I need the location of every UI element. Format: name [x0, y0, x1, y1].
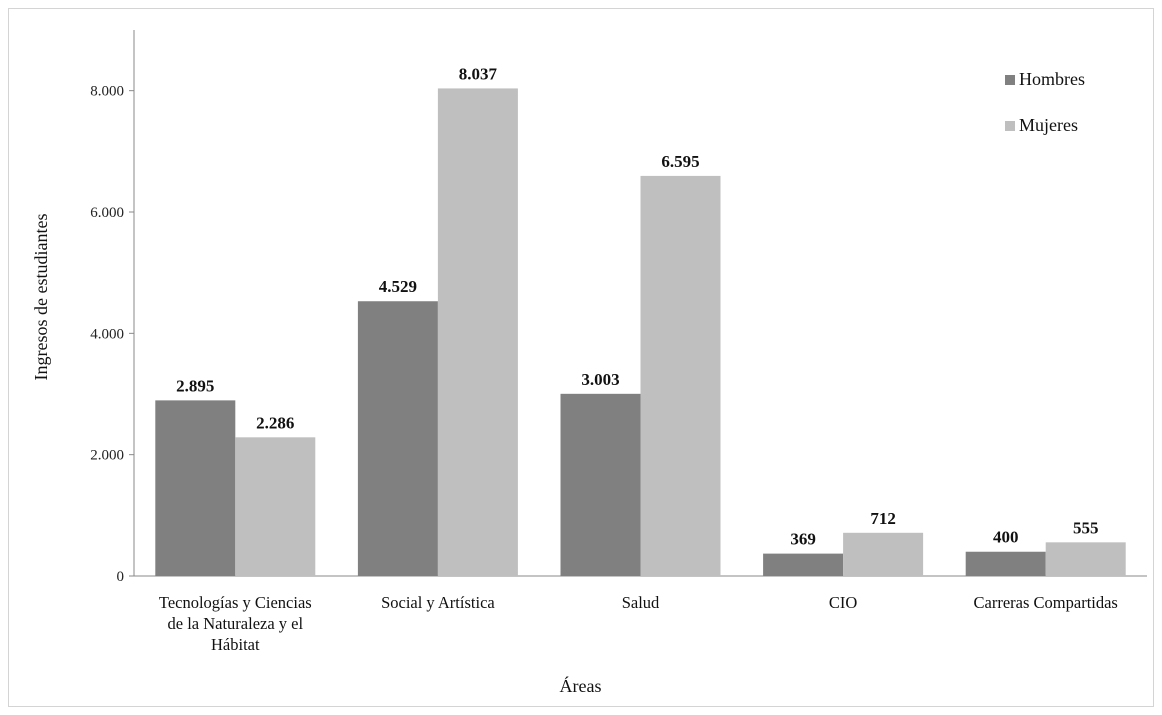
chart-frame: [8, 8, 1154, 707]
data-label: 3.003: [581, 370, 619, 389]
category-label: Tecnologías y Ciencias de la Naturaleza y…: [159, 593, 312, 654]
x-axis-title: Áreas: [560, 675, 602, 696]
bar-hombres: [763, 553, 844, 576]
bar-mujeres: [640, 175, 721, 577]
bar-mujeres: [1045, 542, 1126, 576]
bar-mujeres: [843, 532, 924, 576]
y-tick-label: 6.000: [90, 205, 124, 221]
y-tick-label: 8.000: [90, 84, 124, 100]
category-label: Salud: [622, 593, 660, 612]
y-axis-title: Ingresos de estudiantes: [31, 214, 51, 381]
legend-swatch: [1005, 75, 1015, 85]
category-label: CIO: [829, 593, 858, 612]
data-label: 6.595: [661, 152, 699, 171]
bar-hombres: [357, 301, 438, 576]
legend-label: Hombres: [1019, 69, 1085, 89]
legend-swatch: [1005, 121, 1015, 131]
bar-hombres: [965, 551, 1046, 576]
y-tick-label: 0: [117, 569, 125, 585]
y-tick-label: 2.000: [90, 448, 124, 464]
category-label: Carreras Compartidas: [974, 593, 1118, 612]
bar-hombres: [560, 393, 641, 576]
category-label: Social y Artística: [381, 593, 495, 612]
data-label: 555: [1073, 518, 1099, 537]
bar-mujeres: [235, 437, 316, 576]
data-label: 369: [790, 530, 816, 549]
legend-label: Mujeres: [1019, 115, 1078, 135]
bar-mujeres: [437, 88, 518, 576]
data-label: 2.286: [256, 413, 294, 432]
data-label: 400: [993, 528, 1019, 547]
bar-hombres: [155, 400, 236, 576]
data-label: 712: [870, 509, 896, 528]
data-label: 2.895: [176, 376, 214, 395]
data-label: 8.037: [459, 64, 498, 83]
y-tick-label: 4.000: [90, 326, 124, 342]
data-label: 4.529: [379, 277, 417, 296]
